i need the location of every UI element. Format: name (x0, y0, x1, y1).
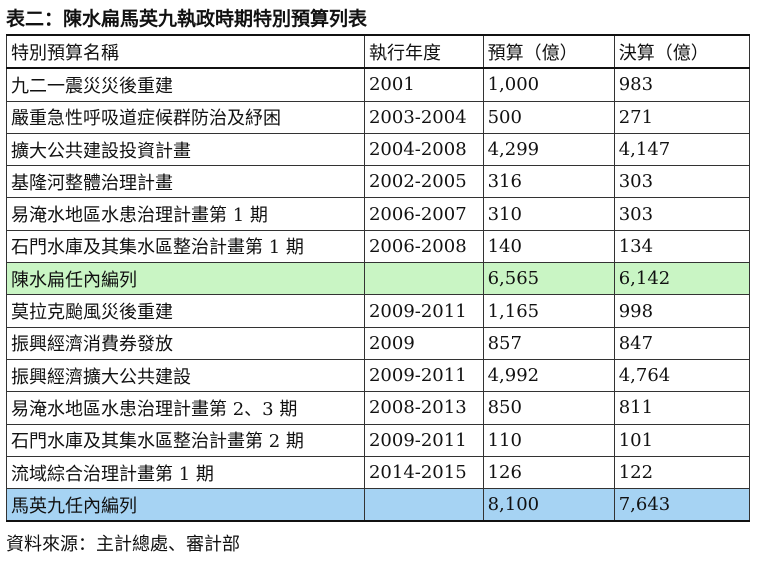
table-row: 擴大公共建設投資計畫 2004-2008 4,299 4,147 (6, 132, 751, 167)
cell-final: 811 (613, 391, 751, 425)
cell-name: 石門水庫及其集水區整治計畫第 2 期 (6, 423, 365, 457)
header-year: 執行年度 (363, 33, 484, 70)
cell-year: 2009-2011 (363, 294, 484, 328)
cell-name: 基隆河整體治理計畫 (6, 165, 365, 199)
cell-budget: 110 (482, 423, 615, 457)
cell-name: 易淹水地區水患治理計畫第 1 期 (6, 197, 365, 231)
table-row: 易淹水地區水患治理計畫第 2、3 期 2008-2013 850 811 (6, 391, 751, 425)
table-row: 嚴重急性呼吸道症候群防治及紓困 2003-2004 500 271 (6, 100, 751, 134)
table-row: 石門水庫及其集水區整治計畫第 1 期 2006-2008 140 134 (6, 229, 751, 264)
cell-budget: 8,100 (482, 488, 615, 523)
cell-final: 4,147 (613, 132, 751, 167)
cell-final: 998 (613, 294, 751, 328)
cell-year: 2006-2007 (363, 197, 484, 231)
cell-budget: 4,299 (482, 132, 615, 167)
cell-name: 振興經濟擴大公共建設 (6, 358, 365, 393)
page-title: 表二：陳水扁馬英九執政時期特別預算列表 (6, 8, 368, 30)
cell-final: 122 (613, 455, 751, 490)
cell-name: 馬英九任內編列 (6, 488, 365, 523)
header-name: 特別預算名稱 (6, 33, 365, 70)
cell-budget: 126 (482, 455, 615, 490)
cell-year: 2014-2015 (363, 455, 484, 490)
cell-year: 2002-2005 (363, 165, 484, 199)
cell-name: 陳水扁任內編列 (6, 262, 365, 296)
cell-name: 振興經濟消費券發放 (6, 326, 365, 360)
source-note: 資料來源：主計總處、審計部 (6, 534, 240, 555)
table-row: 九二一震災災後重建 2001 1,000 983 (6, 67, 751, 102)
cell-year: 2009-2011 (363, 358, 484, 393)
table-row: 莫拉克颱風災後重建 2009-2011 1,165 998 (6, 294, 751, 328)
cell-budget: 6,565 (482, 262, 615, 296)
cell-final: 303 (613, 197, 751, 231)
cell-final: 271 (613, 100, 751, 134)
table-row: 易淹水地區水患治理計畫第 1 期 2006-2007 310 303 (6, 197, 751, 231)
cell-name: 流域綜合治理計畫第 1 期 (6, 455, 365, 490)
cell-budget: 310 (482, 197, 615, 231)
cell-name: 嚴重急性呼吸道症候群防治及紓困 (6, 100, 365, 134)
cell-final: 101 (613, 423, 751, 457)
cell-year: 2009-2011 (363, 423, 484, 457)
cell-year: 2004-2008 (363, 132, 484, 167)
cell-name: 九二一震災災後重建 (6, 67, 365, 102)
cell-final: 134 (613, 229, 751, 264)
cell-final: 4,764 (613, 358, 751, 393)
cell-year: 2009 (363, 326, 484, 360)
table-header-row: 特別預算名稱 執行年度 預算（億） 決算（億） (6, 33, 751, 70)
cell-budget: 140 (482, 229, 615, 264)
cell-final: 983 (613, 67, 751, 102)
cell-budget: 857 (482, 326, 615, 360)
table-row: 基隆河整體治理計畫 2002-2005 316 303 (6, 165, 751, 199)
cell-name: 石門水庫及其集水區整治計畫第 1 期 (6, 229, 365, 264)
cell-final: 847 (613, 326, 751, 360)
cell-year (363, 262, 484, 296)
cell-year: 2008-2013 (363, 391, 484, 425)
cell-name: 擴大公共建設投資計畫 (6, 132, 365, 167)
cell-name: 易淹水地區水患治理計畫第 2、3 期 (6, 391, 365, 425)
cell-final: 6,142 (613, 262, 751, 296)
cell-budget: 1,000 (482, 67, 615, 102)
table-row: 振興經濟擴大公共建設 2009-2011 4,992 4,764 (6, 358, 751, 393)
subtotal-row-ma: 馬英九任內編列 8,100 7,643 (6, 488, 751, 523)
cell-budget: 1,165 (482, 294, 615, 328)
cell-year: 2003-2004 (363, 100, 484, 134)
header-budget: 預算（億） (482, 33, 615, 70)
cell-year (363, 488, 484, 523)
cell-name: 莫拉克颱風災後重建 (6, 294, 365, 328)
cell-final: 7,643 (613, 488, 751, 523)
table-row: 振興經濟消費券發放 2009 857 847 (6, 326, 751, 360)
cell-budget: 4,992 (482, 358, 615, 393)
header-final: 決算（億） (613, 33, 751, 70)
cell-final: 303 (613, 165, 751, 199)
cell-budget: 850 (482, 391, 615, 425)
table-row: 石門水庫及其集水區整治計畫第 2 期 2009-2011 110 101 (6, 423, 751, 457)
subtotal-row-chen: 陳水扁任內編列 6,565 6,142 (6, 262, 751, 296)
cell-budget: 500 (482, 100, 615, 134)
cell-budget: 316 (482, 165, 615, 199)
cell-year: 2006-2008 (363, 229, 484, 264)
budget-table: 特別預算名稱 執行年度 預算（億） 決算（億） 九二一震災災後重建 2001 1… (6, 33, 751, 523)
cell-year: 2001 (363, 67, 484, 102)
table-row: 流域綜合治理計畫第 1 期 2014-2015 126 122 (6, 455, 751, 490)
